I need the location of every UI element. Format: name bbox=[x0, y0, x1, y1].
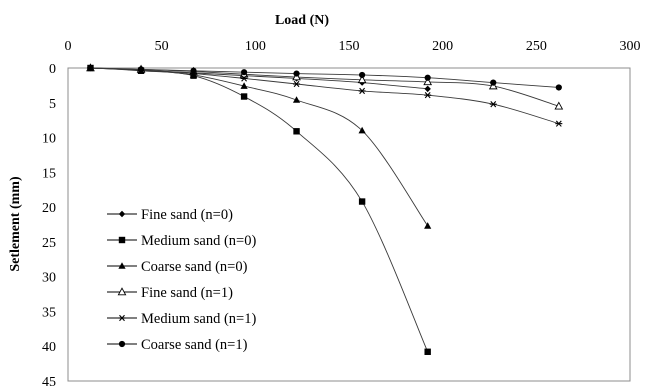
marker-square bbox=[358, 198, 366, 205]
y-tick-label: 10 bbox=[42, 132, 56, 147]
x-tick-label: 100 bbox=[245, 39, 266, 54]
series-layer bbox=[86, 63, 564, 355]
marker-diamond bbox=[118, 210, 126, 218]
y-tick-label: 5 bbox=[49, 97, 56, 112]
legend-item: Medium sand (n=1) bbox=[107, 311, 256, 327]
marker-circle bbox=[118, 340, 126, 348]
marker-diamond bbox=[424, 85, 431, 93]
x-tick-label: 150 bbox=[339, 39, 360, 54]
y-tick-label: 20 bbox=[42, 201, 56, 216]
marker-triangle bbox=[240, 82, 248, 89]
marker-star bbox=[424, 91, 432, 99]
marker-triangle-open bbox=[357, 75, 367, 84]
y-tick-label: 0 bbox=[49, 62, 56, 77]
y-tick-label: 40 bbox=[42, 340, 56, 355]
legend-item: Fine sand (n=0) bbox=[107, 207, 233, 223]
y-tick-label: 30 bbox=[42, 271, 56, 286]
marker-triangle bbox=[292, 96, 301, 103]
marker-square bbox=[240, 93, 248, 100]
x-tick-label: 250 bbox=[526, 39, 547, 54]
marker-circle bbox=[240, 69, 248, 76]
legend-label: Medium sand (n=0) bbox=[141, 233, 256, 249]
marker-star bbox=[358, 87, 366, 95]
legend-item: Coarse sand (n=1) bbox=[107, 337, 248, 353]
marker-triangle bbox=[358, 126, 366, 134]
series-line bbox=[90, 67, 559, 125]
series-circle bbox=[87, 64, 562, 91]
y-tick-label: 15 bbox=[42, 166, 56, 181]
y-axis-title: Setlement (mm) bbox=[8, 176, 23, 272]
x-axis-title: Load (N) bbox=[275, 13, 329, 28]
marker-square bbox=[293, 128, 300, 135]
y-tick-label: 25 bbox=[42, 236, 56, 251]
x-tick-label: 200 bbox=[432, 39, 453, 54]
series-line bbox=[90, 67, 559, 88]
marker-circle bbox=[293, 70, 300, 77]
legend-label: Coarse sand (n=0) bbox=[141, 259, 248, 275]
marker-circle bbox=[424, 74, 431, 81]
marker-circle bbox=[490, 79, 497, 86]
legend-item: Coarse sand (n=0) bbox=[107, 259, 248, 275]
x-tick-label: 300 bbox=[620, 39, 641, 54]
x-tick-label: 0 bbox=[65, 39, 72, 54]
marker-circle bbox=[190, 67, 197, 74]
legend-label: Fine sand (n=0) bbox=[141, 207, 233, 223]
legend-label: Coarse sand (n=1) bbox=[141, 337, 248, 353]
marker-circle bbox=[555, 84, 562, 91]
marker-circle bbox=[137, 66, 145, 73]
marker-circle bbox=[87, 64, 94, 72]
marker-triangle-open bbox=[554, 101, 564, 110]
legend-item: Fine sand (n=1) bbox=[107, 285, 233, 301]
y-tick-labels: 0 5 10 15 20 25 30 35 40 45 bbox=[42, 62, 56, 390]
marker-triangle bbox=[424, 222, 432, 229]
marker-star bbox=[555, 120, 563, 127]
legend-item: Medium sand (n=0) bbox=[107, 233, 256, 249]
y-tick-label: 35 bbox=[42, 305, 56, 320]
legend-label: Fine sand (n=1) bbox=[141, 285, 233, 301]
marker-star bbox=[240, 75, 248, 82]
plot-area bbox=[67, 67, 631, 382]
marker-star bbox=[293, 80, 301, 88]
marker-star bbox=[118, 314, 126, 322]
marker-circle bbox=[359, 71, 366, 79]
legend-label: Medium sand (n=1) bbox=[141, 311, 256, 327]
marker-triangle bbox=[118, 262, 126, 269]
x-tick-label: 50 bbox=[155, 39, 169, 54]
y-tick-label: 45 bbox=[42, 375, 56, 390]
marker-triangle-open bbox=[423, 77, 433, 86]
legend: Fine sand (n=0) Medium sand (n=0) Coarse s… bbox=[107, 207, 256, 353]
marker-triangle-open bbox=[117, 287, 127, 296]
x-tick-labels: 0 50 100 150 200 250 300 bbox=[65, 39, 641, 54]
marker-square bbox=[118, 236, 126, 244]
marker-star bbox=[489, 101, 497, 108]
marker-square bbox=[424, 348, 431, 355]
